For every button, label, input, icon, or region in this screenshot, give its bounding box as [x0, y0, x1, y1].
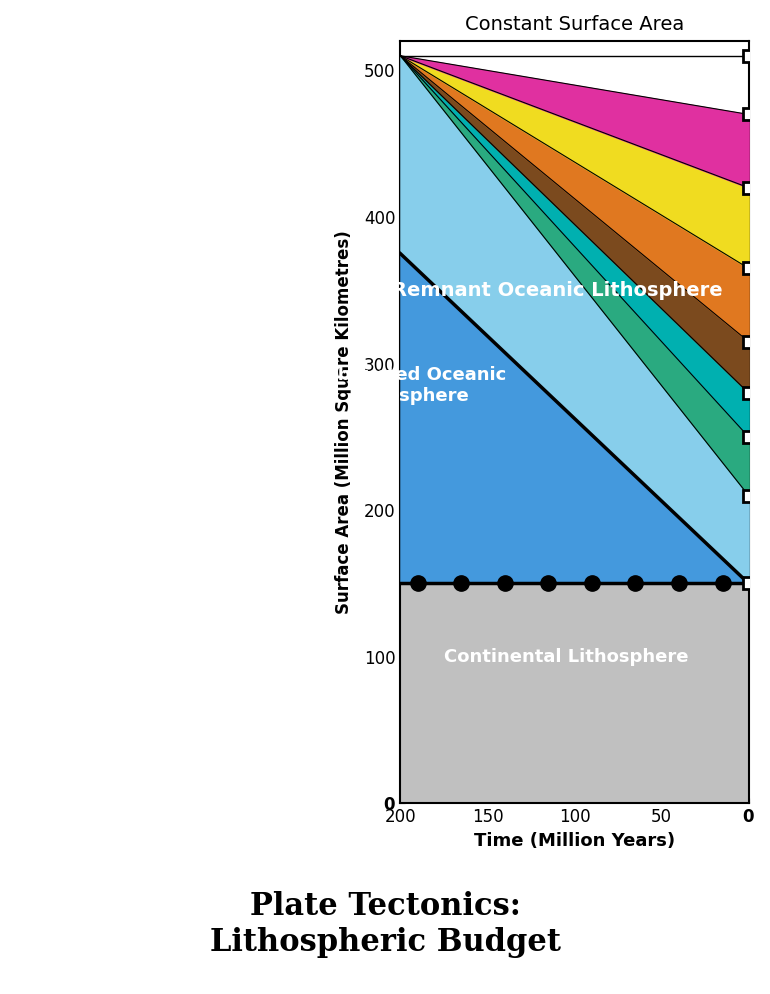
Text: Continental Lithosphere: Continental Lithosphere: [444, 648, 688, 666]
Text: Subduction: Subduction: [152, 606, 266, 625]
Y-axis label: Surface Area (Million Square Kilometres): Surface Area (Million Square Kilometres): [335, 231, 353, 614]
Text: Remnant Oceanic Lithosphere: Remnant Oceanic Lithosphere: [392, 281, 722, 300]
Title: Constant Surface Area: Constant Surface Area: [465, 15, 685, 34]
Text: Subducted Oceanic
Lithosphere: Subducted Oceanic Lithosphere: [312, 366, 507, 405]
Text: Plate Tectonics:
Lithospheric Budget: Plate Tectonics: Lithospheric Budget: [209, 891, 561, 958]
X-axis label: Time (Million Years): Time (Million Years): [474, 832, 675, 850]
